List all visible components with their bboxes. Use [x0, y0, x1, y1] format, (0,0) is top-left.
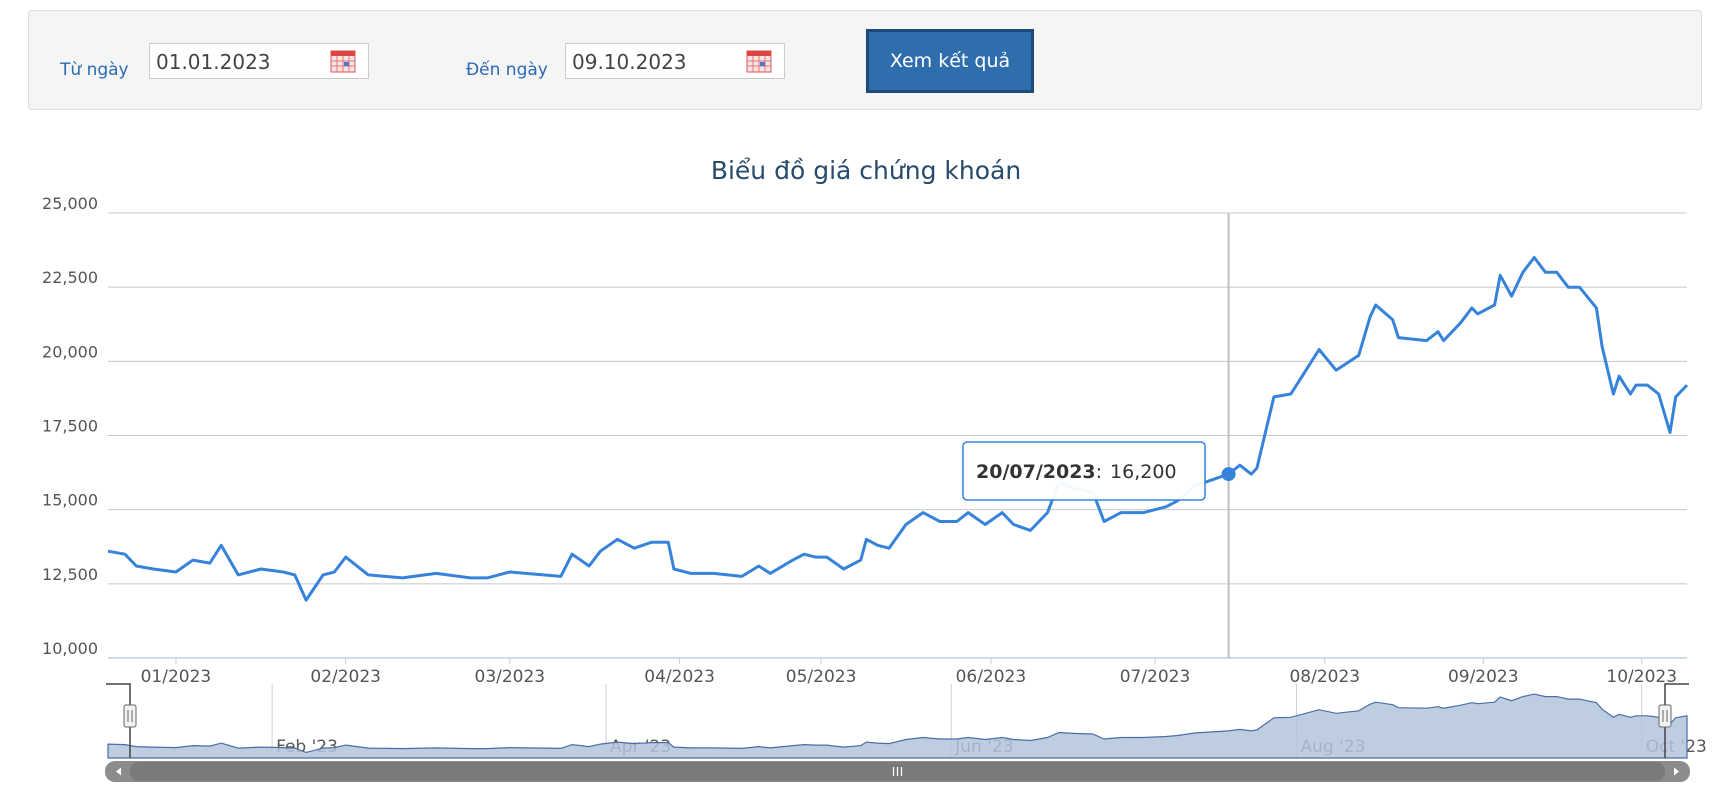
handle-grip — [127, 710, 133, 722]
scroll-left — [116, 767, 121, 776]
calendar-icon[interactable] — [746, 49, 772, 73]
x-tick-label: 10/2023 — [1606, 667, 1677, 687]
x-tick-label: 03/2023 — [475, 667, 546, 687]
submit-button[interactable]: Xem kết quả — [866, 29, 1034, 93]
to-value: 09.10.2023 — [572, 50, 687, 74]
tooltip-value: 16,200 — [1110, 461, 1176, 483]
calendar-icon[interactable] — [330, 49, 356, 73]
y-tick-label: 15,000 — [42, 491, 98, 510]
from-input[interactable]: 01.01.2023 — [149, 43, 369, 79]
hover-point — [1221, 467, 1236, 482]
from-value: 01.01.2023 — [156, 50, 271, 74]
x-tick-label: 02/2023 — [310, 667, 381, 687]
x-tick-label: 05/2023 — [786, 667, 857, 687]
y-tick-label: 22,500 — [42, 268, 98, 287]
y-tick-label: 10,000 — [42, 639, 98, 658]
filter-panel: Từ ngày 01.01.2023 Đến ngày 09.10.2023 X… — [28, 10, 1702, 110]
price-line — [107, 256, 1689, 602]
tooltip-box — [962, 441, 1206, 501]
tooltip-separator: : — [1096, 461, 1102, 483]
x-tick-label: 04/2023 — [644, 667, 715, 687]
handle-grip — [1662, 710, 1668, 722]
x-tick-label: 01/2023 — [141, 667, 212, 687]
x-tick-label: 08/2023 — [1289, 667, 1360, 687]
chart-title: Biểu đồ giá chứng khoán — [711, 156, 1021, 185]
tooltip-text: 20/07/2023: 16,200 — [976, 461, 1177, 483]
tooltip-date: 20/07/2023 — [976, 461, 1096, 483]
scroll-right — [1674, 767, 1679, 776]
x-tick-label: 07/2023 — [1120, 667, 1191, 687]
from-label: Từ ngày — [60, 60, 129, 80]
x-tick-label: 06/2023 — [956, 667, 1027, 687]
y-tick-label: 12,500 — [42, 565, 98, 584]
navigator-handle[interactable] — [1658, 704, 1672, 728]
to-input[interactable]: 09.10.2023 — [565, 43, 785, 79]
y-tick-label: 25,000 — [42, 194, 98, 213]
chart: Biểu đồ giá chứng khoán 10,000 12,500 15,0… — [42, 156, 1707, 782]
thumb-grip — [892, 767, 903, 776]
y-tick-label: 17,500 — [42, 417, 98, 436]
to-label: Đến ngày — [466, 60, 548, 80]
x-tick-label: 09/2023 — [1448, 667, 1519, 687]
y-tick-label: 20,000 — [42, 342, 98, 361]
navigator-area — [107, 693, 1688, 759]
navigator-handle[interactable] — [123, 704, 137, 728]
navigator-outline — [106, 683, 1689, 758]
